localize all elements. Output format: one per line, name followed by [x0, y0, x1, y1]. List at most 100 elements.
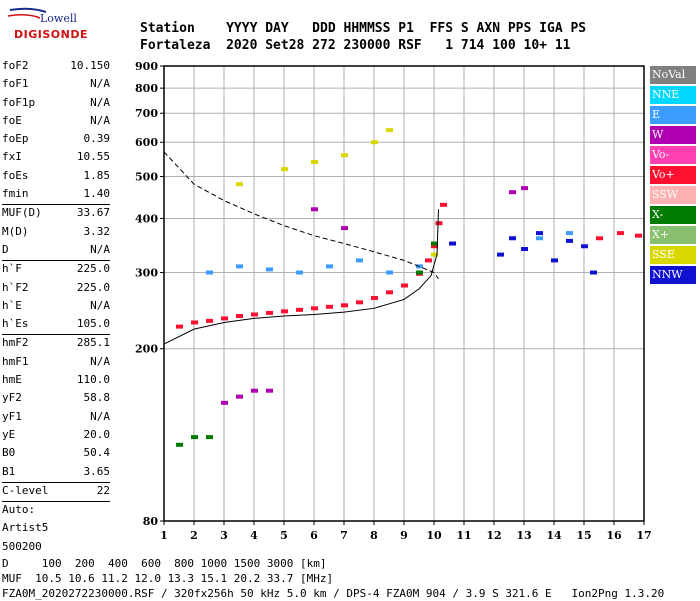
data-point [386, 270, 393, 275]
footer-line-3: FZA0M_2020272230000.RSF / 320fx256h 50 k… [2, 587, 665, 600]
y-tick-label: 600 [135, 136, 158, 149]
legend-item-sse: SSE [650, 246, 696, 264]
param-row: MUF(D) 33.67 [2, 205, 110, 223]
param-value: N/A [90, 77, 110, 91]
footer-line-1: D 100 200 400 600 800 1000 1500 3000 [km… [2, 557, 327, 570]
data-point [176, 324, 183, 329]
param-name: yF2 [2, 391, 22, 405]
data-point [266, 267, 273, 272]
param-value: 50.4 [83, 446, 111, 460]
data-point [590, 270, 597, 275]
x-tick-label: 1 [160, 529, 168, 542]
param-row: Artist5 [2, 520, 110, 538]
data-point [341, 226, 348, 231]
data-point [296, 270, 303, 275]
y-tick-label: 80 [143, 515, 159, 528]
y-tick-label: 200 [135, 343, 158, 356]
chart-grid [163, 65, 645, 522]
param-name: M(D) [2, 224, 29, 238]
param-row: 500200 [2, 539, 110, 557]
data-point [341, 303, 348, 308]
y-tick-label: 300 [135, 267, 158, 280]
data-point [236, 314, 243, 319]
data-point [431, 252, 438, 257]
param-row: hmF2 285.1 [2, 335, 110, 353]
legend-item-w: W [650, 126, 696, 144]
x-tick-label: 8 [370, 529, 378, 542]
param-value: 22 [96, 483, 110, 497]
data-point [386, 290, 393, 295]
data-point [425, 258, 432, 263]
data-point [536, 231, 543, 236]
param-value: 225.0 [76, 262, 110, 276]
param-value: 20.0 [83, 427, 111, 441]
param-row: B0 50.4 [2, 445, 110, 463]
param-value: 3.32 [83, 224, 111, 238]
param-row: foEp 0.39 [2, 131, 110, 149]
y-tick-label: 800 [135, 82, 158, 95]
param-separator [2, 481, 110, 483]
data-point [509, 190, 516, 195]
param-row: fmin 1.40 [2, 186, 110, 204]
data-point [356, 258, 363, 263]
y-tick-label: 700 [135, 107, 158, 120]
param-row: fxI 10.55 [2, 149, 110, 167]
param-value: 3.65 [83, 464, 111, 478]
param-value: 58.8 [83, 391, 111, 405]
data-point [521, 186, 528, 191]
param-name: foEp [2, 132, 29, 146]
data-point [431, 241, 438, 246]
param-row: D N/A [2, 242, 110, 260]
param-value: 33.67 [76, 206, 110, 220]
param-row: yF2 58.8 [2, 390, 110, 408]
data-point [341, 153, 348, 158]
param-name: foF2 [2, 59, 29, 72]
param-value: 225.0 [76, 280, 110, 294]
data-point [311, 306, 318, 311]
logo-line-1: Lowell [40, 12, 77, 25]
param-value: N/A [90, 113, 110, 127]
data-point [326, 264, 333, 269]
data-point [251, 388, 258, 393]
data-point [566, 231, 573, 236]
x-tick-label: 12 [486, 529, 501, 542]
data-point [371, 140, 378, 145]
param-name: h`F [2, 262, 22, 276]
param-name: foF1p [2, 95, 36, 109]
param-name: B0 [2, 446, 16, 460]
param-name: B1 [2, 464, 16, 478]
polarization-legend: NoVal NNE E W Vo- Vo+ SSW X- X+ SSE NNW [650, 66, 696, 286]
data-point [206, 318, 213, 323]
data-point [449, 241, 456, 246]
param-name: 500200 [2, 539, 42, 553]
data-point [311, 160, 318, 165]
param-value: N/A [90, 409, 110, 423]
param-name: D [2, 242, 9, 256]
data-point [296, 307, 303, 312]
data-point [191, 320, 198, 325]
param-value: 0.39 [83, 132, 111, 146]
param-name: h`F2 [2, 280, 29, 294]
profile-dashed-line [163, 151, 439, 280]
data-point [551, 258, 558, 263]
data-point [206, 435, 213, 440]
param-value: N/A [90, 298, 110, 312]
data-point [326, 304, 333, 309]
data-point [371, 295, 378, 300]
param-value: N/A [90, 95, 110, 109]
param-row: foF2 10.150 [2, 58, 110, 76]
param-name: fmin [2, 187, 29, 201]
y-tick-label: 400 [135, 212, 158, 225]
data-point [251, 312, 258, 317]
chart-points [176, 128, 642, 447]
param-name: C-level [2, 483, 49, 497]
param-name: yF1 [2, 409, 22, 423]
param-name: MUF(D) [2, 206, 42, 220]
data-point [221, 400, 228, 405]
data-point [236, 264, 243, 269]
param-name: foE [2, 113, 22, 127]
param-row: foF1 N/A [2, 76, 110, 94]
legend-item-nne: NNE [650, 86, 696, 104]
data-point [311, 207, 318, 212]
x-tick-label: 7 [340, 529, 348, 542]
